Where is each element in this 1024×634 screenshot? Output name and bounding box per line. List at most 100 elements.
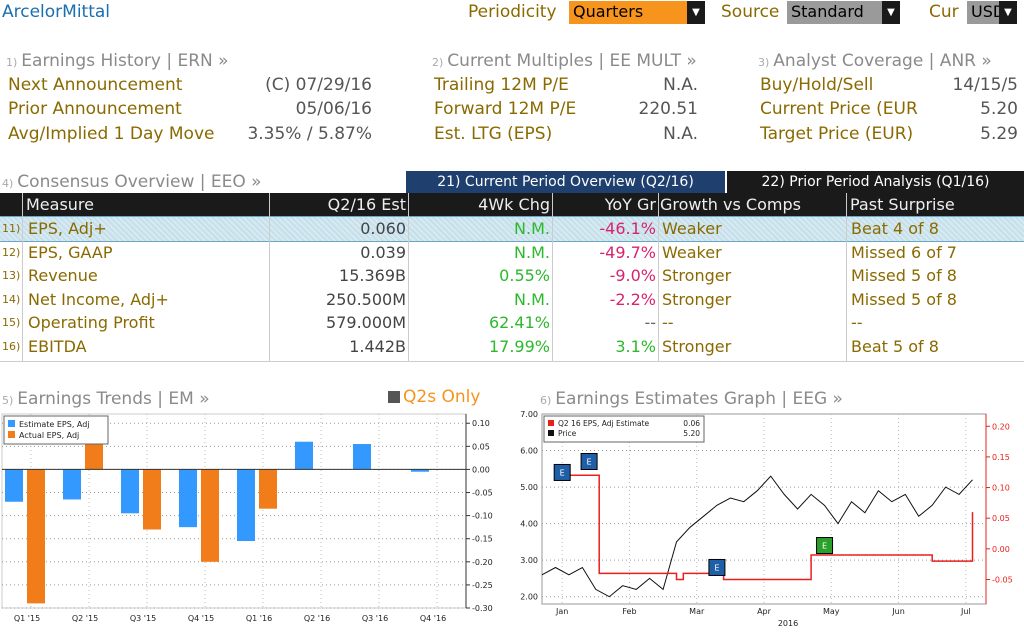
table-header: Measure Q2/16 Est 4Wk Chg YoY Gr Growth … [0,193,1024,216]
consensus-table: Measure Q2/16 Est 4Wk Chg YoY Gr Growth … [0,193,1024,362]
table-row[interactable]: 16) EBITDA 1.442B 17.99% 3.1% Stronger Beat 5 … [0,335,1024,359]
estimate-bar [63,469,81,500]
estimate-cell: 0.060 [360,219,406,238]
past-surprise-cell: Missed 6 of 7 [851,242,957,262]
col-growth[interactable]: Growth vs Comps [660,195,801,214]
forward-pe-value: 220.51 [638,99,698,119]
est-ltg-label: Est. LTG (EPS) [434,124,553,144]
earnings-estimates-chart: 2.00 3.00 4.00 5.00 6.00 7.00 0.20 0.15 0.10 0.05… [520,410,1013,628]
yoy-growth-cell: -9.0% [609,266,656,285]
row-number: 15) [2,316,21,329]
estimate-bar [5,469,23,502]
estimate-bar [353,444,371,470]
estimate-cell: 0.039 [360,242,406,262]
dropdown-arrow-icon: ▼ [882,1,900,24]
marker-label: E [560,468,565,477]
x-tick-label: Jun [891,607,905,616]
source-select[interactable]: Standard ▼ [787,1,900,24]
legend-swatch [8,431,15,438]
y-left-tick-label: 7.00 [520,410,538,419]
analyst-coverage-link[interactable]: 3) Analyst Coverage | ANR » [758,51,992,71]
divider [846,193,847,362]
yoy-growth-cell: -2.2% [609,289,656,309]
yoy-growth-cell: 3.1% [615,336,656,356]
x-tick-label: Q1 '15 [14,614,40,623]
earnings-trends-link[interactable]: 5) Earnings Trends | EM » [2,389,210,409]
avg-move-value: 3.35% / 5.87% [247,124,372,144]
yoy-growth-cell: -46.1% [599,219,656,238]
earnings-marker-icon [580,453,598,470]
col-measure[interactable]: Measure [26,195,94,214]
growth-vs-comps-cell: Weaker [662,219,722,238]
next-announcement-label: Next Announcement [8,75,183,95]
y-tick-label: 0.10 [472,419,490,428]
marker-label: E [714,563,719,572]
y-tick-label: -0.20 [472,558,493,567]
current-price-value: 5.20 [980,99,1018,119]
periodicity-select[interactable]: Quarters ▼ [569,1,705,24]
estimate-cell: 250.500M [326,289,406,309]
buy-hold-sell-value: 14/15/5 [952,75,1018,95]
four-week-change-cell: 62.41% [488,313,550,332]
four-week-change-cell: 0.55% [499,266,550,285]
four-week-change-cell: N.M. [514,242,550,262]
earnings-history-link[interactable]: 1) Earnings History | ERN » [6,51,229,71]
marker-label: E [587,458,592,467]
y-right-tick-label: 0.10 [992,484,1010,493]
section-number: 6) [540,394,552,407]
earnings-trends-chart: 0.10 0.05 0.00 -0.05 -0.10 -0.15 -0.20 -0.25 -0.… [1,413,493,623]
legend-swatch [548,430,554,436]
divider [658,193,659,362]
y-left-tick-label: 5.00 [520,483,538,492]
price-line [541,475,973,598]
divider [408,193,409,362]
col-surprise[interactable]: Past Surprise [850,195,955,214]
table-row[interactable]: 15) Operating Profit 579.000M 62.41% -- -- -- [0,311,1024,335]
earnings-estimates-graph-link[interactable]: 6) Earnings Estimates Graph | EEG » [540,389,843,409]
table-row[interactable]: 12) EPS, GAAP 0.039 N.M. -49.7% Weaker Missed … [0,241,1024,265]
currency-value: USD [971,2,1006,21]
col-yoy[interactable]: YoY Gr [604,195,656,214]
dropdown-arrow-icon: ▼ [999,1,1017,24]
table-row[interactable]: 14) Net Income, Adj+ 250.500M N.M. -2.2% Stro… [0,288,1024,312]
row-number: 13) [2,269,21,282]
consensus-overview-link[interactable]: 4) Consensus Overview | EEO » [2,172,262,192]
col-4wk[interactable]: 4Wk Chg [478,195,550,214]
section-title: Consensus Overview | EEO » [17,172,262,192]
x-tick-label: Q3 '15 [130,614,156,623]
estimate-bar [237,469,255,542]
currency-select[interactable]: USD ▼ [967,1,1017,24]
earnings-marker-icon [708,558,726,576]
current-multiples-link[interactable]: 2) Current Multiples | EE MULT » [432,51,697,71]
y-tick-label: -0.10 [472,512,493,521]
estimate-cell: 579.000M [326,313,406,332]
earnings-marker-icon [553,463,571,481]
y-tick-label: -0.25 [472,581,493,590]
y-left-tick-label: 6.00 [520,447,538,456]
tab-prior-period[interactable]: 22) Prior Period Analysis (Q1/16) [727,171,1024,193]
col-est[interactable]: Q2/16 Est [327,195,406,214]
measure-cell: EPS, Adj+ [28,219,107,238]
section-number: 2) [432,56,444,69]
divider [269,193,270,362]
legend-label: Actual EPS, Adj [19,431,79,440]
actual-bar [143,469,161,530]
legend-box [543,415,705,443]
tab-current-period[interactable]: 21) Current Period Overview (Q2/16) [406,171,725,193]
yoy-growth-cell: -49.7% [599,242,656,262]
target-price-label: Target Price (EUR) [760,124,914,144]
legend-swatch [548,420,554,426]
table-row[interactable]: 11) EPS, Adj+ 0.060 N.M. -46.1% Weaker Beat 4 … [0,216,1024,242]
past-surprise-cell: Missed 5 of 8 [851,266,957,285]
legend-value: 5.20 [683,429,700,438]
marker-label: E [822,542,827,551]
actual-bar [201,469,219,562]
row-number: 12) [2,245,21,259]
table-row[interactable]: 13) Revenue 15.369B 0.55% -9.0% Stronger Misse… [0,264,1024,288]
next-announcement-value: (C) 07/29/16 [265,75,372,95]
past-surprise-cell: -- [851,313,863,332]
q2s-only-toggle[interactable]: Q2s Only [388,387,480,407]
y-tick-label: -0.30 [472,604,493,613]
dropdown-arrow-icon: ▼ [687,1,705,24]
source-label: Source [721,2,780,22]
